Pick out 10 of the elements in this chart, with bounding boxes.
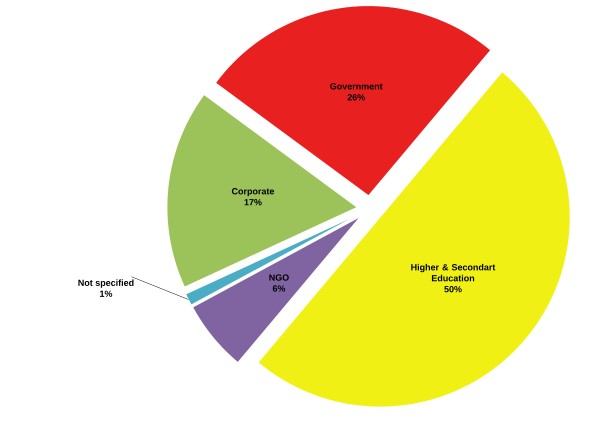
slice-label: Government (330, 83, 383, 90)
slice-label: Higher & Secondart Education (411, 264, 496, 282)
data-label: 50% (444, 286, 462, 292)
slice-label: Not specified (78, 279, 134, 288)
data-label: 6% (272, 285, 286, 292)
slice-label: NGO (269, 274, 289, 281)
slice-label: Corporate (232, 188, 274, 196)
data-label: 1% (100, 290, 112, 297)
data-label: 26% (348, 94, 365, 100)
data-label: 17% (244, 199, 262, 206)
